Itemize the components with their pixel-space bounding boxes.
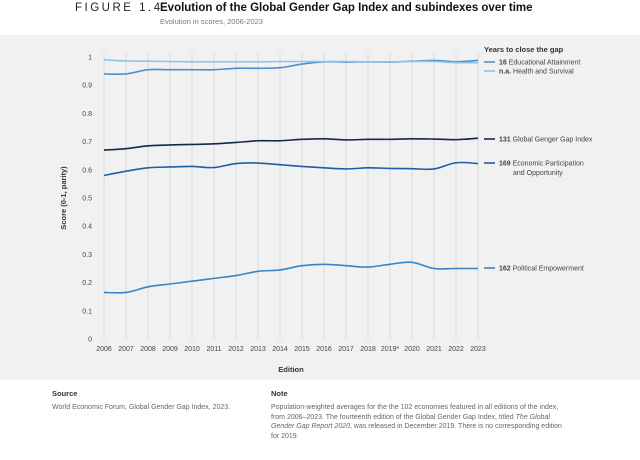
legend-entry: 162 Political Empowerment	[499, 266, 584, 273]
note-text: Population-weighted averages for the the…	[271, 403, 611, 441]
x-tick-label: 2007	[118, 346, 134, 353]
x-tick-label: 2013	[250, 346, 266, 353]
legend-series-name: Political Empowerment	[513, 266, 584, 273]
y-tick-label: 0.2	[82, 280, 92, 287]
figure-label: FIGURE 1.4	[75, 2, 163, 14]
legend-series-name: Economic Participation	[513, 161, 584, 168]
note-line-1: Population-weighted averages for the the…	[271, 404, 559, 411]
x-tick-label: 2010	[184, 346, 200, 353]
chart-title: Evolution of the Global Gender Gap Index…	[160, 2, 533, 14]
y-tick-label: 0.8	[82, 111, 92, 118]
x-tick-label: 2023	[470, 346, 486, 353]
y-tick-label: 0.5	[82, 196, 92, 203]
y-tick-label: 0.7	[82, 139, 92, 146]
x-tick-label: 2021	[426, 346, 442, 353]
x-tick-label: 2022	[448, 346, 464, 353]
chart-subtitle: Evolution in scores, 2006-2023	[160, 17, 263, 26]
series-line	[103, 137, 479, 151]
legend-years-to-close: 16	[499, 60, 509, 67]
note-report-title-1: The Global	[515, 413, 550, 421]
x-axis-label: Edition	[278, 365, 304, 374]
x-tick-label: 2015	[294, 346, 310, 353]
x-tick-label: 2016	[316, 346, 332, 353]
legend-series-name: Global Genger Gap Index	[513, 137, 593, 144]
note-report-title-2: Gender Gap Report 2020	[271, 423, 350, 430]
y-tick-label: 1	[88, 55, 92, 62]
legend-entry: n.a. Health and Survival	[499, 69, 574, 76]
note-heading: Note	[271, 389, 288, 398]
legend-years-to-close: 131	[499, 137, 513, 144]
legend-entry: 169 Economic Participation and Opportunit…	[499, 161, 584, 178]
legend-series-name: and Opportunity	[513, 170, 563, 177]
legend-series-name: Educational Attainment	[509, 60, 581, 67]
series-line	[103, 59, 479, 64]
x-tick-label: 2017	[338, 346, 354, 353]
y-tick-label: 0.6	[82, 167, 92, 174]
x-tick-label: 2020	[404, 346, 420, 353]
legend-years-to-close: n.a.	[499, 69, 513, 76]
note-line-3: , was released in December 2019. There i…	[350, 423, 562, 430]
x-tick-label: 2006	[96, 346, 112, 353]
chart-panel: 2006 2007 2008 2009 2010 2011 2012 2013 2014 2015…	[0, 35, 640, 380]
y-tick-label: 0.4	[82, 224, 92, 231]
line-chart: 2006 2007 2008 2009 2010 2011 2012 2013 2014 2015…	[59, 45, 593, 374]
y-tick-label: 0	[88, 337, 92, 344]
x-tick-label: 2008	[140, 346, 156, 353]
legend-title: Years to close the gap	[484, 45, 564, 54]
source-heading: Source	[52, 389, 78, 398]
legend-entry: 131 Global Genger Gap Index	[499, 137, 593, 144]
y-tick-label: 0.1	[82, 308, 92, 315]
legend-years-to-close: 169	[499, 161, 513, 168]
note-line-4: for 2019.	[271, 432, 299, 440]
legend-series-name: Health and Survival	[513, 69, 574, 76]
series-line	[103, 161, 479, 177]
y-tick-label: 0.9	[82, 83, 92, 90]
x-tick-label: 2012	[228, 346, 244, 353]
source-text: World Economic Forum, Global Gender Gap …	[52, 404, 231, 411]
y-tick-label: 0.3	[82, 252, 92, 259]
legend-entry: 16 Educational Attainment	[499, 60, 580, 67]
x-tick-label: 2018	[360, 346, 376, 353]
legend-years-to-close: 162	[499, 266, 513, 273]
x-tick-label: 2019*	[381, 346, 400, 353]
x-tick-label: 2011	[206, 346, 221, 353]
y-axis-label: Score (0-1, parity)	[59, 166, 68, 230]
series-line	[103, 59, 479, 76]
series-line	[103, 261, 478, 294]
x-tick-label: 2009	[162, 346, 178, 353]
note-line-2: from 2006–2023. The fourteenth edition o…	[271, 413, 514, 421]
x-tick-label: 2014	[272, 346, 288, 353]
